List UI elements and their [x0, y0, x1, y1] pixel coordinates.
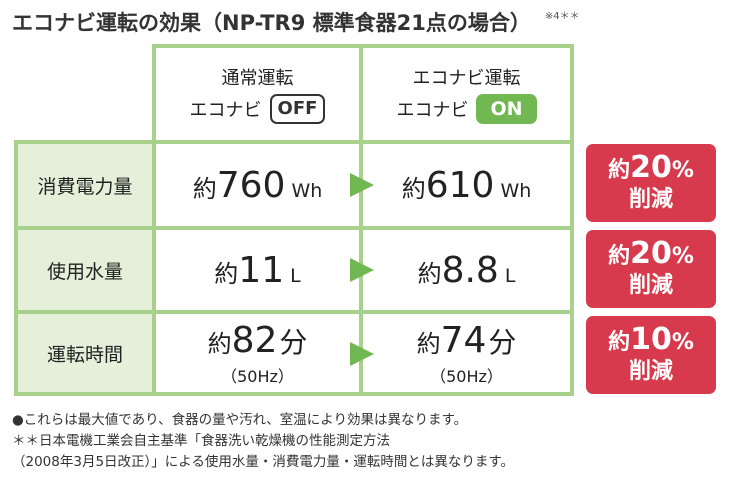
value-prefix: 約: [416, 329, 441, 358]
footnote-line: ＊＊日本電機工業会自主基準「食器洗い乾燥機の性能測定方法: [12, 433, 390, 449]
value-unit: 分: [279, 325, 308, 359]
reduction-percent: 20: [630, 235, 672, 271]
arrow-right-icon: [350, 258, 374, 282]
row-label-power: 消費電力量: [18, 144, 152, 226]
value-unit: Wh: [500, 179, 532, 202]
reduction-prefix: 約: [608, 329, 631, 355]
page-title: エコナビ運転の効果（NP-TR9 標準食器21点の場合） ※4＊＊: [12, 6, 580, 40]
comparison-table: 通常運転 エコナビ OFF エコナビ運転 エコナビ ON 消費電力量 約760 W…: [14, 44, 574, 396]
reduction-word: 削減: [628, 186, 673, 212]
normal-water-value: 約11 L: [156, 230, 359, 310]
column-header-normal-title: 通常運転: [221, 68, 294, 89]
value-prefix: 約: [401, 174, 426, 203]
title-text: エコナビ運転の効果（NP-TR9 標準食器21点の場合）: [12, 11, 531, 35]
value-number: 74: [440, 319, 487, 361]
column-header-econavi: エコナビ運転 エコナビ ON: [363, 48, 570, 140]
reduction-symbol: %: [671, 243, 694, 269]
value-unit: L: [290, 264, 301, 287]
arrow-right-icon: [350, 342, 374, 366]
value-unit: 分: [488, 325, 517, 359]
column-header-normal: 通常運転 エコナビ OFF: [156, 48, 359, 140]
reduction-prefix: 約: [608, 157, 631, 183]
value-prefix: 約: [214, 259, 239, 288]
reduction-badge-water: 約20% 削減: [586, 230, 716, 308]
title-note: ※4＊＊: [544, 11, 580, 22]
footnotes: ●これらは最大値であり、食器の量や汚れ、室温により効果は異なります。 ＊＊日本電…: [12, 410, 514, 473]
normal-time-value: 約82分 （50Hz）: [156, 314, 359, 392]
reduction-symbol: %: [671, 157, 694, 183]
econavi-water-value: 約8.8 L: [363, 230, 570, 310]
value-subnote: （50Hz）: [430, 366, 503, 386]
value-unit: Wh: [291, 179, 323, 202]
reduction-prefix: 約: [608, 243, 631, 269]
reduction-word: 削減: [628, 358, 673, 384]
arrow-right-icon: [350, 173, 374, 197]
value-number: 11: [238, 249, 285, 291]
table-corner: [14, 44, 152, 140]
reduction-badge-time: 約10% 削減: [586, 316, 716, 394]
value-number: 8.8: [441, 249, 499, 291]
reduction-word: 削減: [628, 272, 673, 298]
value-prefix: 約: [417, 259, 442, 288]
value-number: 760: [216, 164, 286, 206]
value-unit: L: [504, 264, 516, 287]
row-label-water: 使用水量: [18, 230, 152, 310]
column-header-econavi-label: エコナビ: [396, 100, 469, 121]
value-number: 610: [425, 164, 495, 206]
reduction-badge-power: 約20% 削減: [586, 144, 716, 222]
footnote-line: （2008年3月5日改正）」による使用水量・消費電力量・運転時間とは異なります。: [12, 454, 515, 470]
reduction-percent: 10: [630, 321, 672, 357]
value-prefix: 約: [207, 329, 232, 358]
econavi-power-value: 約610 Wh: [363, 144, 570, 226]
econavi-off-badge: OFF: [269, 94, 326, 124]
econavi-on-badge: ON: [476, 94, 537, 124]
value-prefix: 約: [192, 174, 217, 203]
normal-power-value: 約760 Wh: [156, 144, 359, 226]
reduction-percent: 20: [630, 149, 672, 185]
row-label-time: 運転時間: [18, 314, 152, 392]
column-header-normal-label: エコナビ: [189, 100, 262, 121]
footnote-line: ●これらは最大値であり、食器の量や汚れ、室温により効果は異なります。: [12, 412, 468, 428]
econavi-time-value: 約74分 （50Hz）: [363, 314, 570, 392]
value-subnote: （50Hz）: [221, 366, 294, 386]
value-number: 82: [231, 319, 278, 361]
column-header-econavi-title: エコナビ運転: [412, 68, 521, 89]
reduction-symbol: %: [671, 329, 694, 355]
